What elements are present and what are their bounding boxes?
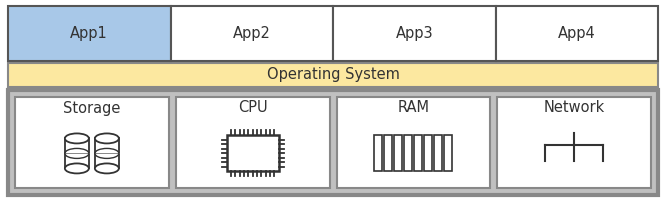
Bar <box>394 136 402 171</box>
Text: RAM: RAM <box>398 100 430 115</box>
Bar <box>8 90 658 195</box>
Text: App4: App4 <box>558 26 595 41</box>
Ellipse shape <box>95 163 119 173</box>
Bar <box>8 63 658 87</box>
Bar <box>176 97 330 188</box>
Text: Network: Network <box>543 100 605 115</box>
Bar <box>333 6 496 61</box>
Text: App3: App3 <box>396 26 433 41</box>
Text: App2: App2 <box>233 26 270 41</box>
Bar <box>496 6 658 61</box>
Text: App1: App1 <box>71 26 108 41</box>
Text: Operating System: Operating System <box>266 67 400 83</box>
Bar <box>444 136 452 171</box>
Bar <box>414 136 422 171</box>
Bar <box>384 136 392 171</box>
Ellipse shape <box>65 163 89 173</box>
Bar <box>65 139 89 168</box>
Bar <box>498 97 651 188</box>
Ellipse shape <box>95 133 119 143</box>
Bar <box>374 136 382 171</box>
Bar <box>336 97 490 188</box>
Bar <box>8 6 170 61</box>
Bar <box>15 97 168 188</box>
Bar <box>434 136 442 171</box>
Text: CPU: CPU <box>238 100 268 115</box>
Bar <box>404 136 412 171</box>
Bar <box>424 136 432 171</box>
Bar <box>226 136 278 171</box>
Ellipse shape <box>65 133 89 143</box>
Text: Storage: Storage <box>63 100 121 115</box>
Bar <box>170 6 333 61</box>
Bar <box>95 139 119 168</box>
